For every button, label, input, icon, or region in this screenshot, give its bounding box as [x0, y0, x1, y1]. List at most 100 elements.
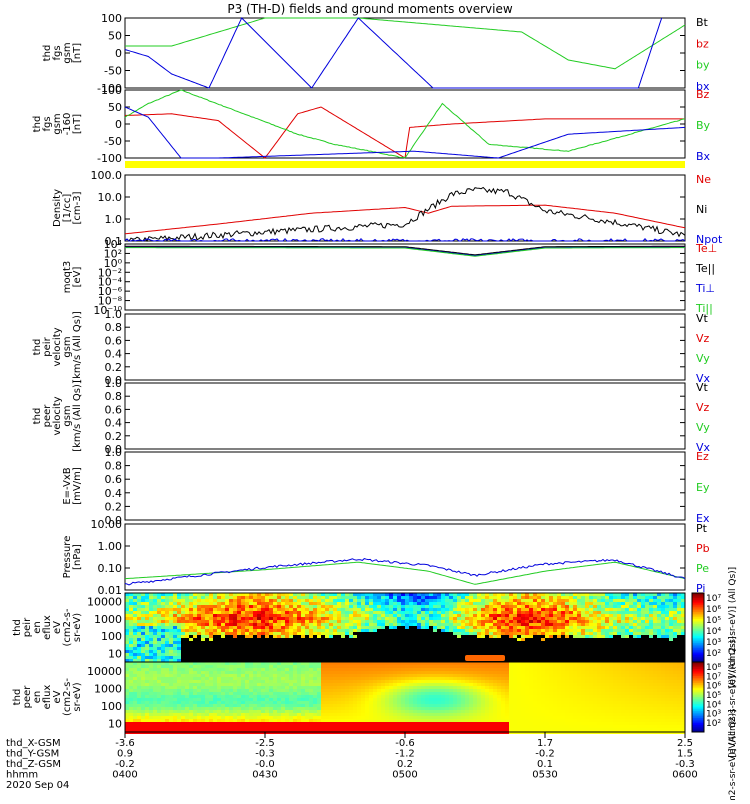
spectrogram-cell	[277, 671, 281, 674]
spectrogram-cell	[205, 698, 209, 701]
spectrogram-cell	[581, 653, 585, 656]
spectrogram-cell	[285, 674, 289, 677]
spectrogram-cell	[497, 647, 501, 650]
spectrogram-cell	[533, 602, 537, 605]
spectrogram-cell	[313, 665, 317, 668]
spectrogram-cell	[321, 656, 325, 659]
spectrogram-cell	[157, 599, 161, 602]
spectrogram-cell	[233, 683, 237, 686]
spectrogram-cell	[141, 665, 145, 668]
spectrogram-cell	[221, 611, 225, 614]
spectrogram-cell	[221, 638, 225, 641]
spectrogram-cell	[373, 644, 377, 647]
spectrogram-cell	[433, 641, 437, 644]
spectrogram-cell	[353, 620, 357, 623]
spectrogram-cell	[597, 608, 601, 611]
spectrogram-cell	[133, 632, 137, 635]
spectrogram-cell	[225, 656, 229, 659]
spectrogram-cell	[173, 635, 177, 638]
spectrogram-cell	[309, 632, 313, 635]
spectrogram-cell	[353, 680, 357, 683]
spectrogram-cell	[145, 716, 149, 719]
spectrogram-cell	[441, 596, 445, 599]
spectrogram-cell	[365, 671, 369, 674]
spectrogram-cell	[541, 605, 545, 608]
spectrogram-cell	[461, 632, 465, 635]
spectrogram-cell	[661, 599, 665, 602]
spectrogram-cell	[573, 608, 577, 611]
spectrogram-cell	[337, 599, 341, 602]
spectrogram-cell	[381, 626, 385, 629]
spectrogram-cell	[433, 632, 437, 635]
spectrogram-cell	[409, 653, 413, 656]
spectrogram-cell	[365, 707, 369, 710]
spectrogram-cell	[449, 617, 453, 620]
spectrogram-cell	[337, 722, 341, 725]
spectrogram-cell	[217, 602, 221, 605]
spectrogram-cell	[445, 596, 449, 599]
spectrogram-cell	[293, 626, 297, 629]
spectrogram-cell	[229, 722, 233, 725]
spectrogram-cell	[189, 683, 193, 686]
spectrogram-cell	[449, 653, 453, 656]
spectrogram-cell	[421, 620, 425, 623]
spectrogram-cell	[233, 665, 237, 668]
spectrogram-cell	[217, 638, 221, 641]
spectrogram-cell	[185, 629, 189, 632]
spectrogram-cell	[317, 602, 321, 605]
spectrogram-cell	[473, 611, 477, 614]
spectrogram-cell	[453, 644, 457, 647]
spectrogram-cell	[181, 686, 185, 689]
spectrogram-cell	[421, 605, 425, 608]
spectrogram-cell	[397, 605, 401, 608]
spectrogram-cell	[257, 650, 261, 653]
spectrogram-cell	[565, 599, 569, 602]
spectrogram-cell	[497, 638, 501, 641]
spectrogram-cell	[601, 608, 605, 611]
spectrogram-cell	[185, 611, 189, 614]
spectrogram-cell	[497, 623, 501, 626]
spectrogram-cell	[237, 611, 241, 614]
spectrogram-cell	[309, 689, 313, 692]
spectrogram-cell	[665, 653, 669, 656]
spectrogram-cell	[337, 698, 341, 701]
spectrogram-cell	[181, 650, 185, 653]
spectrogram-cell	[309, 599, 313, 602]
spectrogram-cell	[557, 641, 561, 644]
spectrogram-cell	[225, 701, 229, 704]
spectrogram-cell	[297, 713, 301, 716]
spectrogram-cell	[357, 668, 361, 671]
spectrogram-cell	[253, 638, 257, 641]
spectrogram-cell	[297, 611, 301, 614]
spectrogram-cell	[241, 710, 245, 713]
spectrogram-cell	[217, 650, 221, 653]
spectrogram-cell	[241, 638, 245, 641]
spectrogram-cell	[217, 707, 221, 710]
spectrogram-cell	[333, 668, 337, 671]
spectrogram-cell	[289, 614, 293, 617]
spectrogram-cell	[193, 713, 197, 716]
spectrogram-cell	[161, 689, 165, 692]
spectrogram-cell	[273, 719, 277, 722]
spectrogram-cell	[553, 641, 557, 644]
spectrogram-cell	[525, 653, 529, 656]
spectrogram-cell	[361, 635, 365, 638]
spectrogram-cell	[213, 722, 217, 725]
spectrogram-cell	[141, 629, 145, 632]
spectrogram-cell	[605, 617, 609, 620]
spectrogram-cell	[157, 707, 161, 710]
spectrogram-cell	[329, 689, 333, 692]
spectrogram-cell	[145, 647, 149, 650]
spectrogram-cell	[209, 686, 213, 689]
legend-entry: Vz	[696, 332, 710, 345]
spectrogram-cell	[153, 710, 157, 713]
spectrogram-cell	[217, 701, 221, 704]
spectrogram-cell	[677, 608, 681, 611]
spectrogram-cell	[305, 611, 309, 614]
spectrogram-cell	[625, 626, 629, 629]
spectrogram-cell	[241, 695, 245, 698]
spectrogram-cell	[433, 617, 437, 620]
spectrogram-cell	[161, 668, 165, 671]
spectrogram-cell	[229, 629, 233, 632]
spectrogram-cell	[369, 728, 373, 731]
